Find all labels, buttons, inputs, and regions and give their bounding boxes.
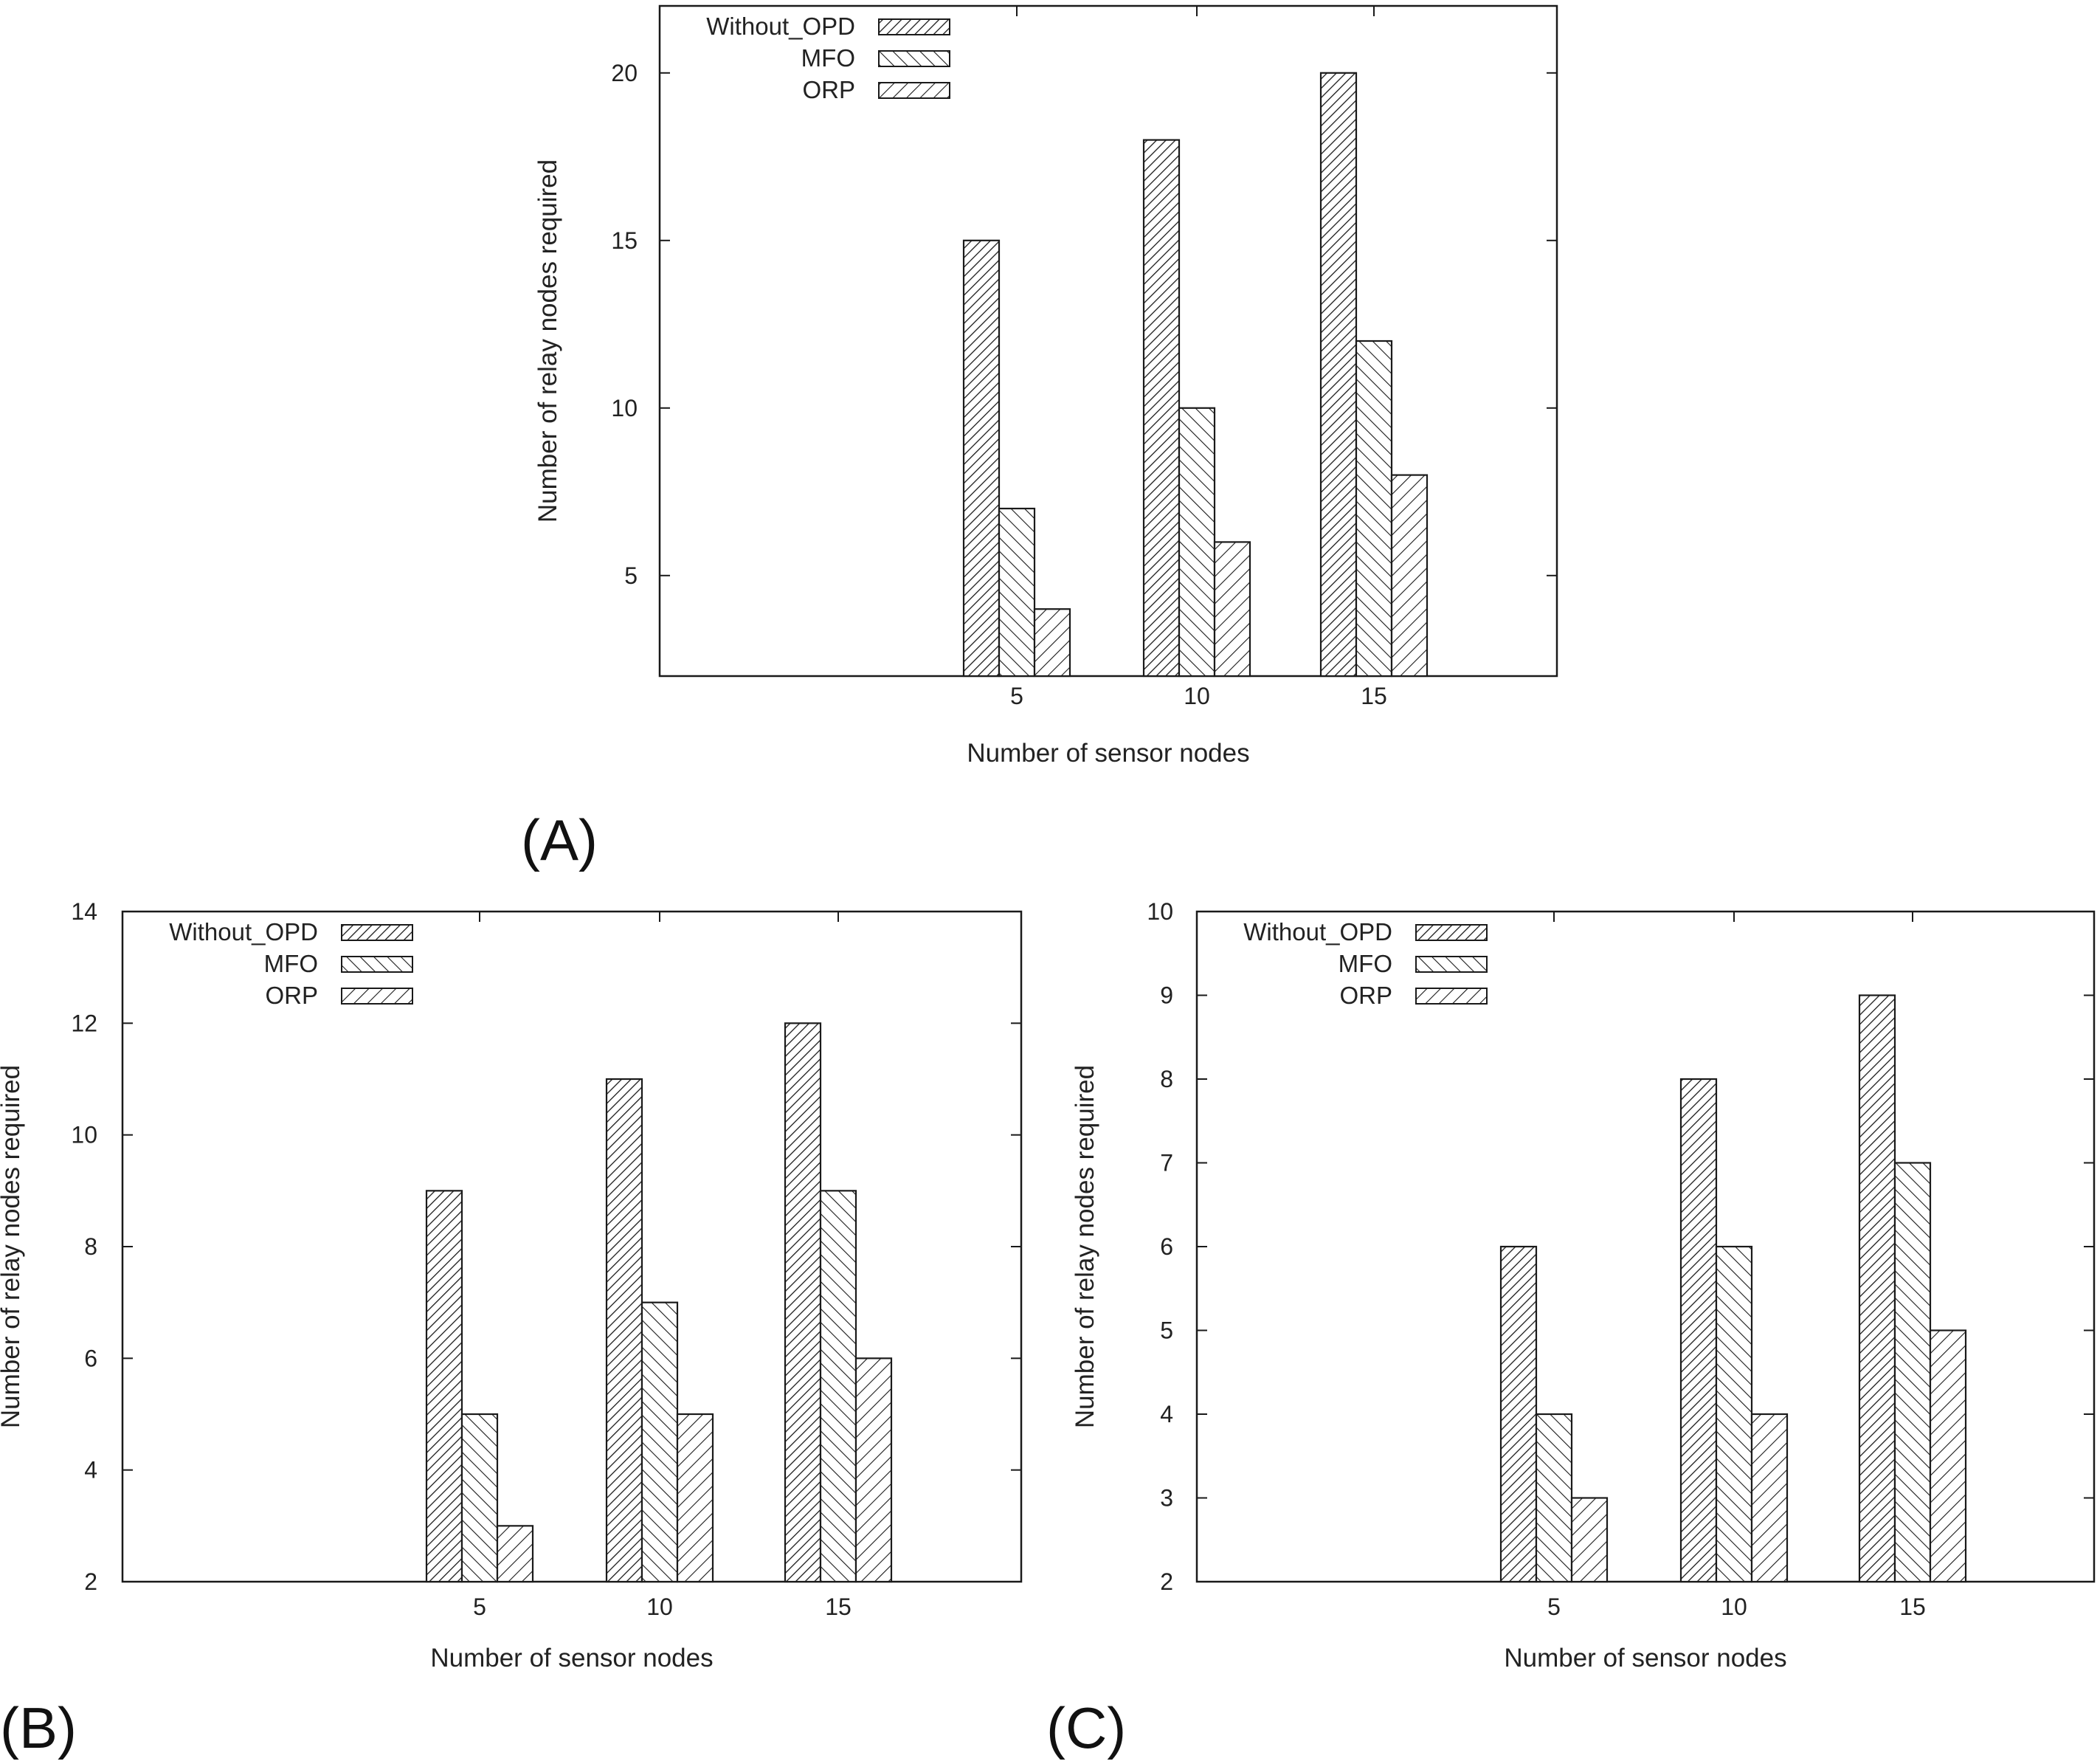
bar-without-opd-5 [425,1190,463,1583]
y-tick-label: 5 [1160,1317,1173,1344]
x-axis-title: Number of sensor nodes [1504,1644,1786,1672]
bar-orp-5 [496,1525,534,1583]
bar-mfo-15 [819,1190,857,1583]
y-tick-label: 8 [1160,1066,1173,1092]
bar-without-opd-5 [962,239,1001,678]
legend-label: MFO [1339,950,1392,977]
legend-swatch [1415,988,1488,1005]
bar-without-opd-15 [784,1022,822,1583]
x-tick-label: 10 [1184,683,1210,709]
x-tick-label: 5 [473,1594,486,1620]
legend-swatch [878,82,950,99]
plot-frame [658,4,1558,678]
x-tick-label: 10 [646,1594,673,1620]
legend-label: MFO [801,44,855,72]
y-tick-label: 9 [1160,982,1173,1009]
bar-orp-15 [1390,474,1429,678]
x-axis-title: Number of sensor nodes [430,1644,713,1672]
y-tick-label: 10 [611,395,638,421]
y-tick-label: 2 [1160,1568,1173,1595]
bar-mfo-15 [1355,340,1393,678]
bar-mfo-5 [1535,1413,1573,1583]
y-tick-label: 6 [1160,1233,1173,1260]
y-tick-label: 20 [611,60,638,86]
bar-without-opd-10 [1679,1078,1718,1583]
y-tick-label: 5 [624,562,638,589]
bar-without-opd-10 [1142,139,1181,678]
y-axis-title: Number of relay nodes required [533,159,562,523]
y-tick-label: 10 [1147,898,1173,925]
bar-mfo-5 [998,507,1036,678]
bar-orp-15 [854,1357,893,1583]
bar-mfo-10 [1178,407,1216,678]
x-tick-label: 15 [1899,1594,1926,1620]
y-tick-label: 4 [84,1457,97,1484]
panel-label: (B) [0,1695,77,1760]
y-axis-title: Number of relay nodes required [1071,1065,1099,1428]
bar-orp-10 [1750,1413,1789,1583]
legend-swatch [341,924,413,941]
y-tick-label: 7 [1160,1150,1173,1176]
y-tick-label: 8 [84,1233,97,1260]
x-tick-label: 15 [825,1594,852,1620]
panel-label: (A) [521,807,598,872]
bar-without-opd-5 [1499,1245,1538,1583]
bar-without-opd-10 [605,1078,643,1583]
y-tick-label: 10 [71,1122,97,1148]
x-tick-label: 5 [1010,683,1023,709]
y-tick-label: 4 [1160,1401,1173,1427]
chart-panel-c: 2 3 4 5 6 7 8 9 10 5 10 15 Without_OPD MFO ORP Number o… [1046,898,2096,1760]
x-tick-label: 5 [1547,1594,1561,1620]
bar-mfo-10 [640,1301,679,1583]
legend-swatch [341,956,413,973]
bar-orp-10 [1213,541,1251,678]
legend-swatch [1415,956,1488,973]
bar-mfo-5 [460,1413,499,1583]
x-tick-label: 15 [1361,683,1387,709]
bar-without-opd-15 [1858,994,1896,1583]
legend-label: ORP [1339,982,1392,1009]
legend-swatch [341,988,413,1005]
chart-panel-a: 5 10 15 20 5 10 15 Without_OPD MFO ORP Number of s… [521,4,1558,872]
y-tick-label: 6 [84,1345,97,1371]
x-axis-title: Number of sensor nodes [967,739,1249,768]
bar-orp-5 [1033,608,1071,678]
y-tick-label: 14 [71,898,97,925]
y-tick-label: 12 [71,1010,97,1036]
legend-swatch [1415,924,1488,941]
legend-label: MFO [264,950,318,977]
bar-orp-15 [1929,1329,1967,1583]
panel-label: (C) [1046,1695,1126,1760]
y-tick-label: 2 [84,1568,97,1595]
legend-swatch [878,50,950,67]
bar-mfo-15 [1893,1162,1932,1583]
legend-label: ORP [265,982,318,1009]
bar-without-opd-15 [1319,72,1358,678]
legend-label: ORP [802,76,855,103]
chart-panel-b: 2 4 6 8 10 12 14 5 10 15 Without_OPD MFO ORP Number o… [0,898,1023,1760]
y-tick-label: 15 [611,227,638,254]
x-tick-label: 10 [1721,1594,1747,1620]
bar-orp-5 [1570,1497,1609,1583]
legend-label: Without_OPD [706,13,855,40]
legend-label: Without_OPD [1243,918,1392,945]
y-tick-label: 3 [1160,1485,1173,1512]
legend-label: Without_OPD [169,918,318,945]
bar-mfo-10 [1715,1245,1753,1583]
bar-orp-10 [676,1413,714,1583]
y-axis-title: Number of relay nodes required [0,1065,25,1428]
legend-swatch [878,18,950,35]
